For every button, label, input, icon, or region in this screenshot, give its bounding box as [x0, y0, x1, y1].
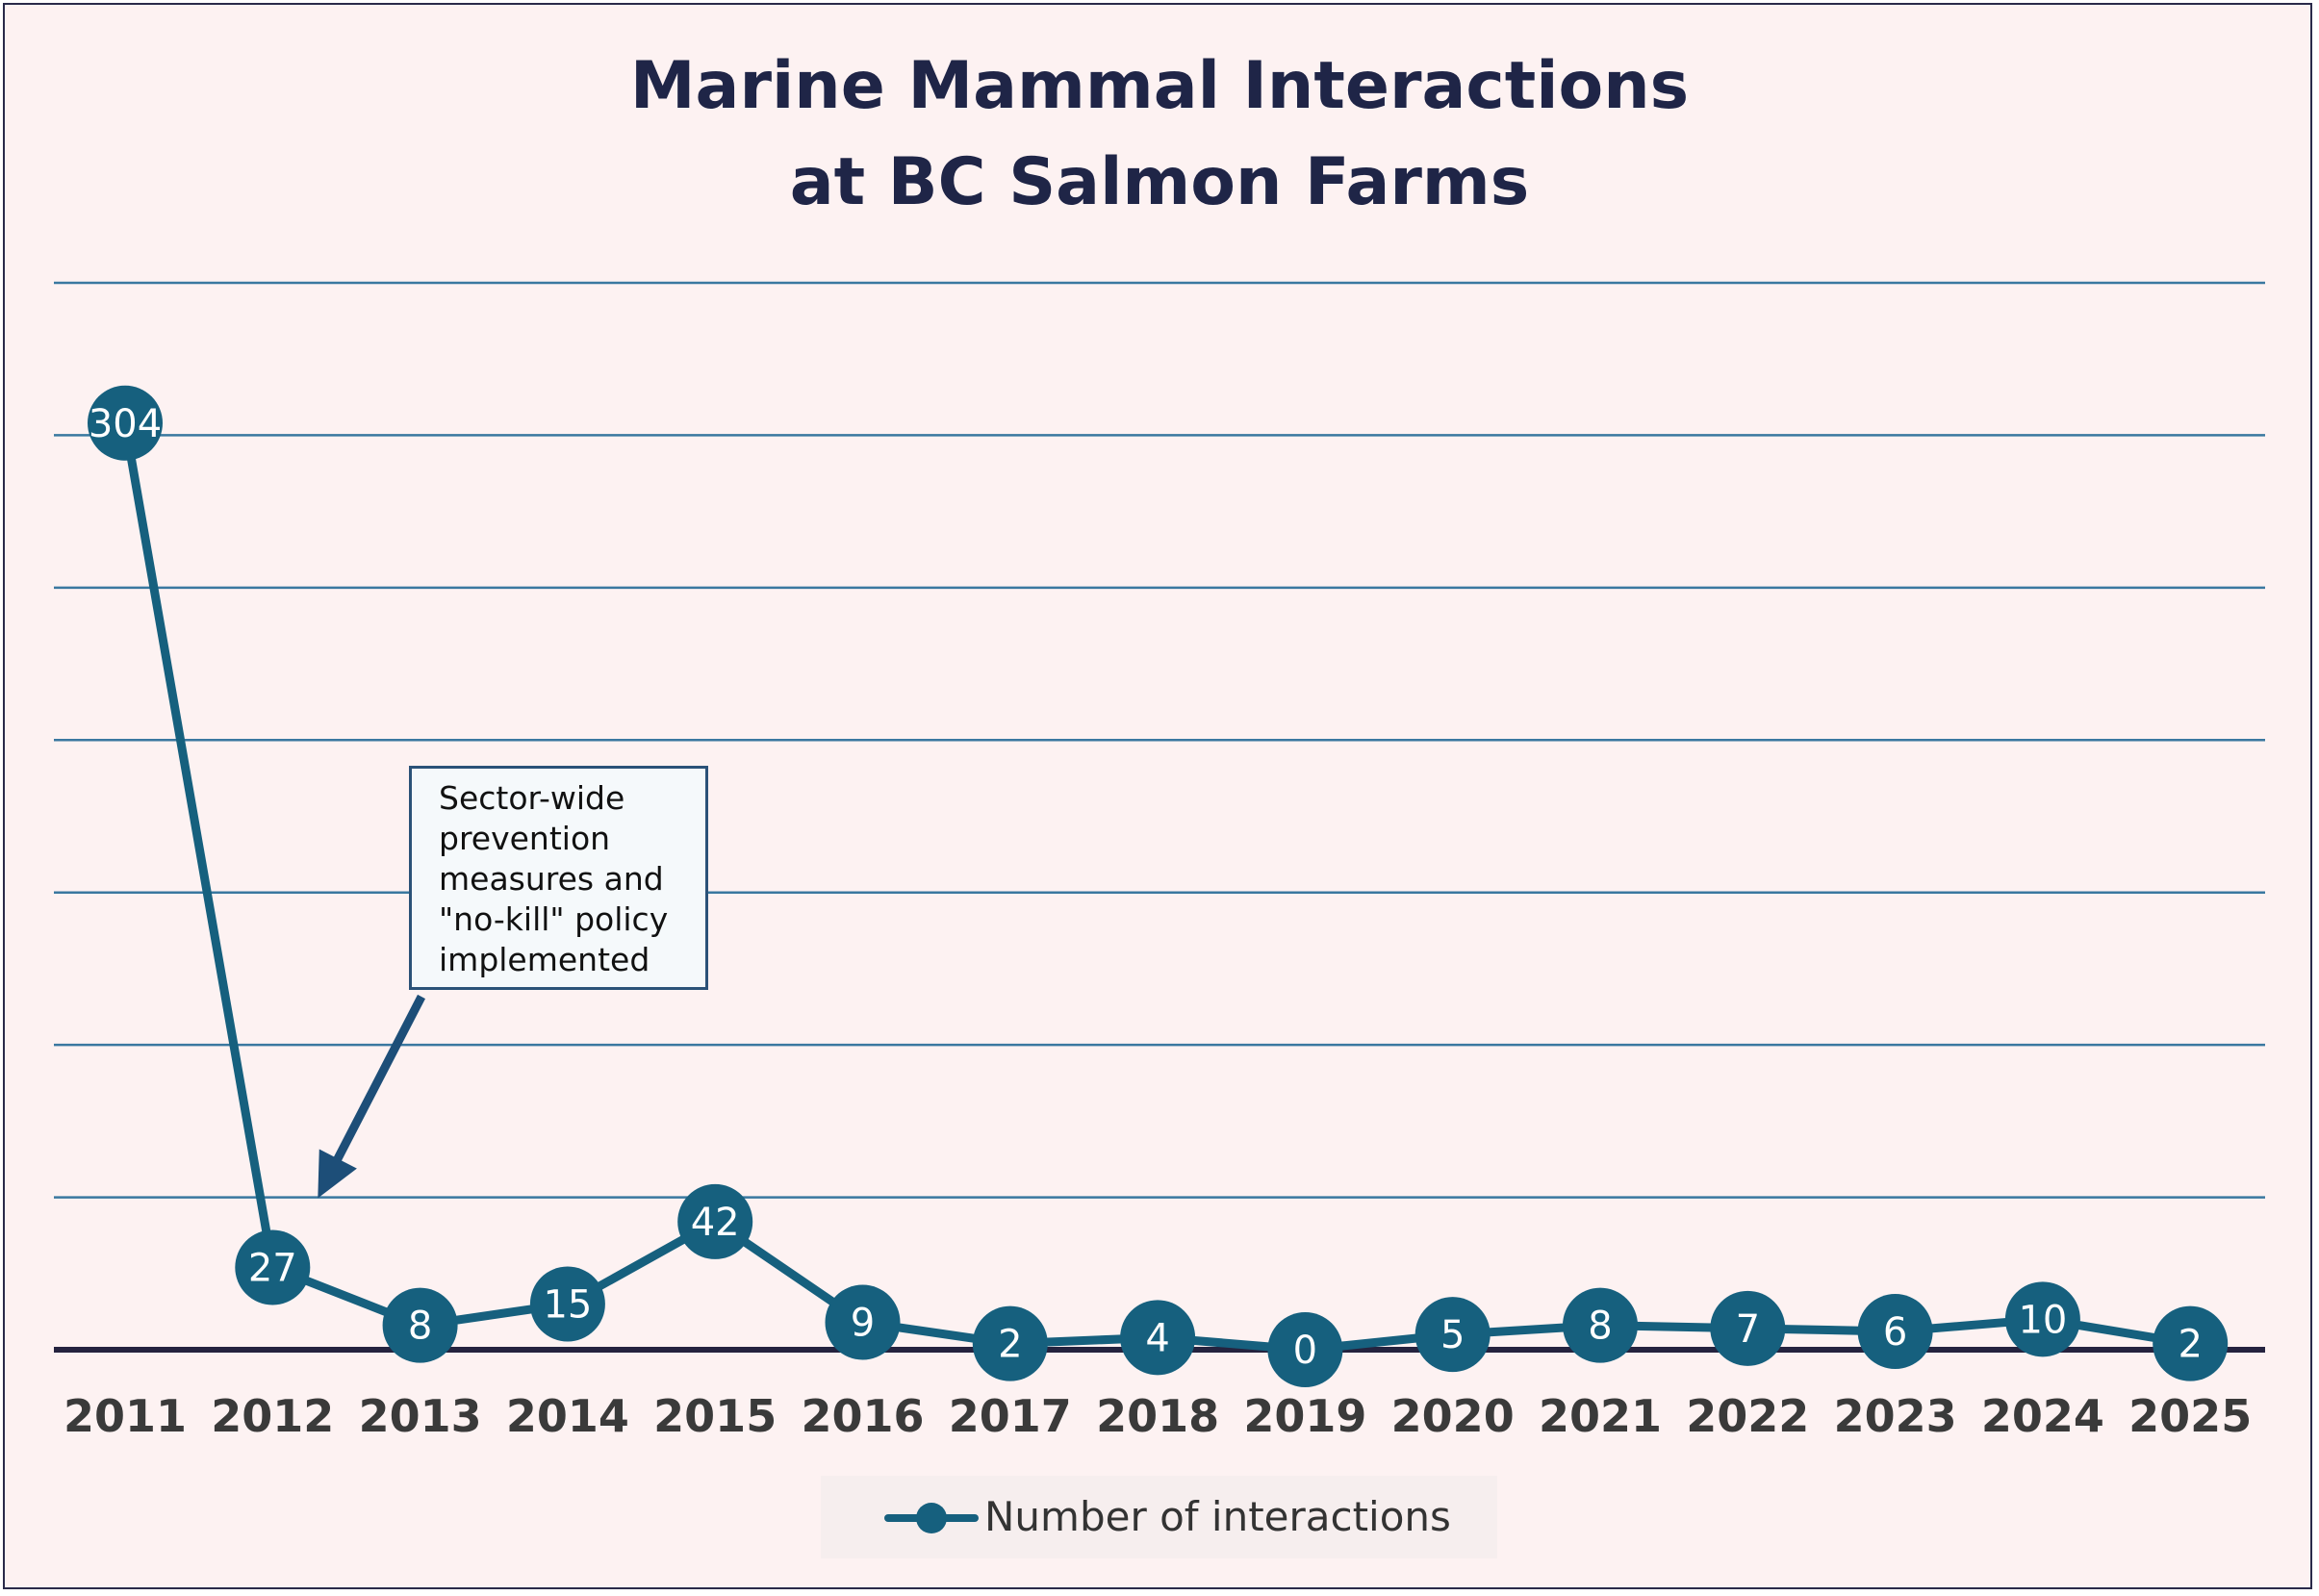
data-label: 2 [2178, 1323, 2202, 1367]
data-point [529, 1266, 605, 1342]
annotation-line: measures and [439, 860, 664, 898]
data-label: 5 [1440, 1313, 1465, 1357]
x-tick-label: 2013 [359, 1390, 482, 1442]
data-label: 15 [543, 1282, 592, 1327]
data-label: 8 [1588, 1305, 1612, 1349]
x-tick-label: 2012 [211, 1390, 334, 1442]
annotation-line: Sector-wide [439, 779, 625, 817]
data-label: 0 [1293, 1329, 1317, 1373]
annotation-callout: Sector-wide prevention measures and "no-… [409, 766, 708, 990]
data-label: 42 [691, 1201, 740, 1245]
chart-title-line-1: Marine Mammal Interactions [629, 48, 1690, 124]
x-tick-label: 2019 [1243, 1390, 1366, 1442]
x-tick-label: 2018 [1096, 1390, 1219, 1442]
x-tick-label: 2022 [1686, 1390, 1809, 1442]
x-tick-label: 2024 [1981, 1390, 2104, 1442]
x-tick-label: 2016 [801, 1390, 924, 1442]
annotation-line: prevention [439, 820, 611, 857]
data-label: 304 [89, 402, 162, 446]
x-tick-label: 2023 [1834, 1390, 1957, 1442]
chart-title-line-2: at BC Salmon Farms [789, 144, 1530, 220]
data-point [382, 1287, 458, 1363]
data-point [677, 1183, 753, 1259]
data-point [1267, 1312, 1343, 1387]
annotation-arrow-head [318, 1149, 357, 1199]
x-tick-label: 2020 [1391, 1390, 1515, 1442]
data-label: 27 [248, 1246, 297, 1290]
data-point [88, 385, 163, 461]
data-point [235, 1229, 311, 1305]
data-label: 4 [1145, 1316, 1169, 1360]
data-point [2153, 1305, 2229, 1381]
data-point [1563, 1287, 1638, 1363]
x-tick-label: 2015 [653, 1390, 777, 1442]
data-point [1710, 1290, 1786, 1366]
legend-swatch-marker [916, 1503, 947, 1533]
data-label: 10 [2018, 1298, 2067, 1342]
data-point [972, 1305, 1048, 1381]
annotation-arrow-shaft [327, 994, 425, 1174]
annotation-line: implemented [439, 941, 650, 978]
data-label: 2 [998, 1323, 1022, 1367]
x-tick-label: 2025 [2128, 1390, 2252, 1442]
data-point [1120, 1300, 1196, 1376]
data-point [1857, 1293, 1933, 1369]
data-label: 8 [408, 1305, 432, 1349]
annotation-line: "no-kill" policy [439, 900, 669, 938]
data-label: 9 [851, 1301, 875, 1345]
data-point [825, 1284, 901, 1360]
x-tick-label: 2011 [64, 1390, 187, 1442]
data-point [2004, 1281, 2080, 1357]
legend-label: Number of interactions [984, 1493, 1451, 1540]
x-tick-label: 2021 [1539, 1390, 1662, 1442]
legend: Number of interactions [821, 1476, 1497, 1558]
data-label: 7 [1736, 1307, 1760, 1352]
x-tick-label: 2014 [506, 1390, 629, 1442]
data-label: 6 [1883, 1310, 1907, 1355]
data-point [1414, 1297, 1491, 1373]
x-tick-label: 2017 [949, 1390, 1072, 1442]
